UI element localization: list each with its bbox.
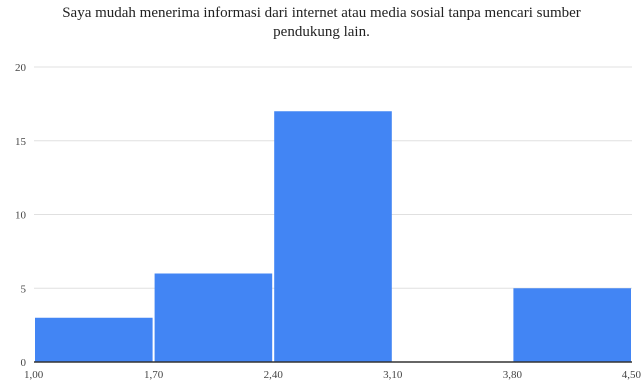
- bar: [154, 273, 273, 362]
- y-tick-label: 20: [15, 62, 27, 74]
- chart-title-line-2: pendukung lain.: [273, 24, 370, 40]
- y-tick-label: 10: [15, 210, 27, 222]
- bar: [513, 288, 631, 362]
- x-tick-label: 3,10: [383, 369, 403, 381]
- x-tick-label: 3,80: [503, 369, 523, 381]
- y-tick-label: 0: [21, 357, 27, 369]
- x-tick-label: 1,70: [144, 369, 164, 381]
- chart-title-line-1: Saya mudah menerima informasi dari inter…: [62, 5, 581, 21]
- y-tick-label: 15: [15, 136, 27, 148]
- y-tick-label: 5: [21, 283, 27, 295]
- bar: [274, 111, 392, 362]
- bar: [35, 317, 153, 362]
- x-tick-label: 4,50: [622, 369, 642, 381]
- x-tick-label: 2,40: [264, 369, 284, 381]
- x-tick-label: 1,00: [24, 369, 44, 381]
- chart-title: Saya mudah menerima informasi dari inter…: [0, 4, 643, 42]
